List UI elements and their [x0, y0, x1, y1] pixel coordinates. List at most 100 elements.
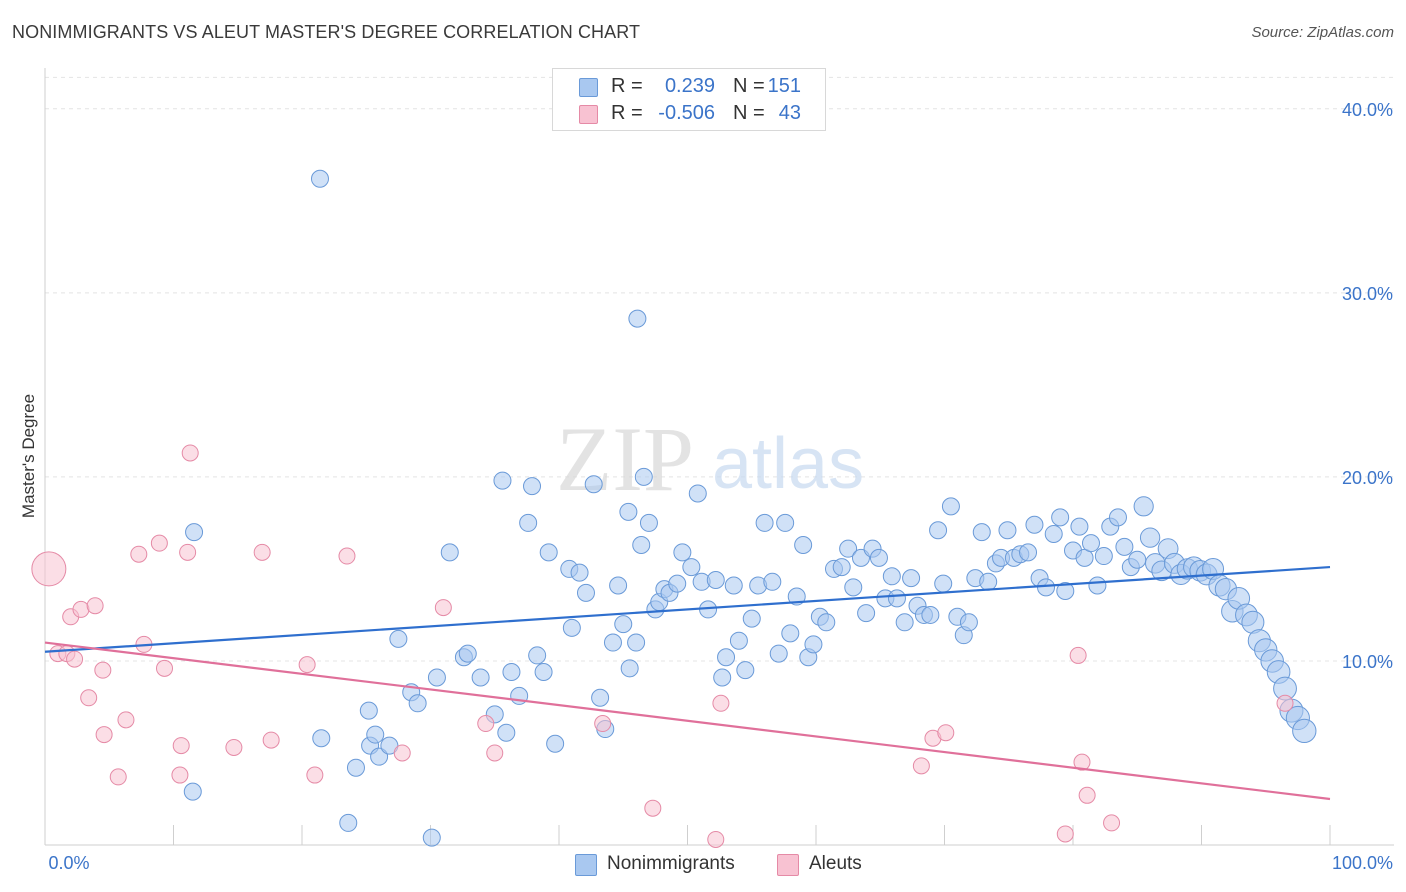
- point-aleuts: [1103, 814, 1121, 832]
- point-aleuts: [150, 534, 168, 552]
- point-aleuts: [393, 744, 411, 762]
- x-tick-label-min: 0.0%: [48, 853, 89, 873]
- point-nonimmigrants: [1108, 508, 1127, 527]
- point-aleuts: [66, 650, 84, 668]
- point-nonimmigrants: [1019, 543, 1038, 562]
- point-nonimmigrants: [366, 725, 385, 744]
- point-nonimmigrants: [1115, 537, 1134, 556]
- point-nonimmigrants: [979, 572, 998, 591]
- legend-swatch-aleuts: [579, 105, 598, 124]
- point-nonimmigrants: [1081, 534, 1100, 553]
- y-tick-label: 10.0%: [1342, 652, 1393, 672]
- point-nonimmigrants: [576, 583, 595, 602]
- point-nonimmigrants: [934, 574, 953, 593]
- point-nonimmigrants: [628, 309, 647, 328]
- point-nonimmigrants: [817, 613, 836, 632]
- point-aleuts: [31, 551, 67, 587]
- point-aleuts: [253, 543, 271, 561]
- point-aleuts: [95, 726, 113, 744]
- point-nonimmigrants: [1139, 527, 1161, 548]
- point-nonimmigrants: [673, 543, 692, 562]
- point-aleuts: [156, 659, 174, 677]
- point-nonimmigrants: [562, 618, 581, 637]
- point-aleuts: [181, 444, 199, 462]
- point-nonimmigrants: [1070, 517, 1089, 536]
- point-nonimmigrants: [776, 513, 795, 532]
- point-nonimmigrants: [440, 543, 459, 562]
- point-nonimmigrants: [921, 605, 940, 624]
- point-aleuts: [171, 766, 189, 784]
- point-aleuts: [117, 711, 135, 729]
- point-nonimmigrants: [959, 613, 978, 632]
- point-aleuts: [86, 597, 104, 615]
- point-aleuts: [298, 656, 316, 674]
- legend-swatch-aleuts: [777, 854, 799, 876]
- point-nonimmigrants: [519, 513, 538, 532]
- point-nonimmigrants: [380, 736, 399, 755]
- point-nonimmigrants: [370, 747, 389, 766]
- point-nonimmigrants: [634, 467, 653, 486]
- point-aleuts: [434, 599, 452, 617]
- point-nonimmigrants: [1056, 582, 1075, 601]
- legend-swatch-nonimmigrants: [575, 854, 597, 876]
- legend-n-value: 151: [767, 75, 801, 97]
- point-nonimmigrants: [546, 734, 565, 753]
- point-nonimmigrants: [185, 523, 204, 542]
- point-nonimmigrants: [528, 646, 547, 665]
- point-nonimmigrants: [895, 613, 914, 632]
- point-aleuts: [1069, 646, 1087, 664]
- point-aleuts: [338, 547, 356, 565]
- point-nonimmigrants: [339, 813, 358, 832]
- point-aleuts: [80, 689, 98, 707]
- point-nonimmigrants: [857, 604, 876, 623]
- legend-n-label: N =: [733, 75, 765, 97]
- y-tick-label: 20.0%: [1342, 468, 1393, 488]
- point-aleuts: [94, 661, 112, 679]
- point-nonimmigrants: [603, 633, 622, 652]
- point-aleuts: [707, 830, 725, 848]
- point-aleuts: [225, 738, 243, 756]
- point-aleuts: [262, 731, 280, 749]
- point-nonimmigrants: [804, 635, 823, 654]
- trend-lines: [44, 565, 1331, 801]
- series-legend: Nonimmigrants Aleuts: [0, 852, 1406, 878]
- watermark-zip: ZIP: [556, 408, 694, 510]
- point-nonimmigrants: [346, 758, 365, 777]
- watermark: ZIP atlas: [556, 408, 864, 510]
- point-aleuts: [486, 744, 504, 762]
- point-aleuts: [1056, 825, 1074, 843]
- point-nonimmigrants: [763, 572, 782, 591]
- point-nonimmigrants: [310, 169, 329, 188]
- point-nonimmigrants: [632, 536, 651, 555]
- point-nonimmigrants: [627, 633, 646, 652]
- trend-line-nonimmigrants: [44, 565, 1331, 653]
- point-nonimmigrants: [570, 563, 589, 582]
- point-aleuts: [644, 799, 662, 817]
- point-nonimmigrants: [534, 662, 553, 681]
- point-nonimmigrants: [1025, 515, 1044, 534]
- legend-label-aleuts: Aleuts: [809, 853, 862, 874]
- point-nonimmigrants: [584, 475, 603, 494]
- point-nonimmigrants: [639, 513, 658, 532]
- point-nonimmigrants: [902, 569, 921, 588]
- point-nonimmigrants: [619, 502, 638, 521]
- point-nonimmigrants: [614, 615, 633, 634]
- point-nonimmigrants: [706, 570, 725, 589]
- legend-r-value: -0.506: [658, 102, 715, 124]
- point-nonimmigrants: [869, 548, 888, 567]
- point-nonimmigrants: [1088, 576, 1107, 595]
- point-nonimmigrants: [471, 668, 490, 687]
- point-nonimmigrants: [742, 609, 761, 628]
- point-nonimmigrants: [458, 644, 477, 663]
- point-nonimmigrants: [781, 624, 800, 643]
- x-tick-label-max: 100.0%: [1332, 853, 1393, 873]
- point-nonimmigrants: [941, 497, 960, 516]
- point-aleuts: [306, 766, 324, 784]
- point-aleuts: [912, 757, 930, 775]
- point-nonimmigrants: [844, 578, 863, 597]
- correlation-legend: R = 0.239 N = 151 R = -0.506 N = 43: [552, 68, 826, 131]
- watermark-atlas: atlas: [712, 424, 864, 504]
- trend-line-aleuts: [44, 641, 1331, 801]
- legend-r-label: R =: [611, 75, 643, 97]
- point-nonimmigrants: [493, 471, 512, 490]
